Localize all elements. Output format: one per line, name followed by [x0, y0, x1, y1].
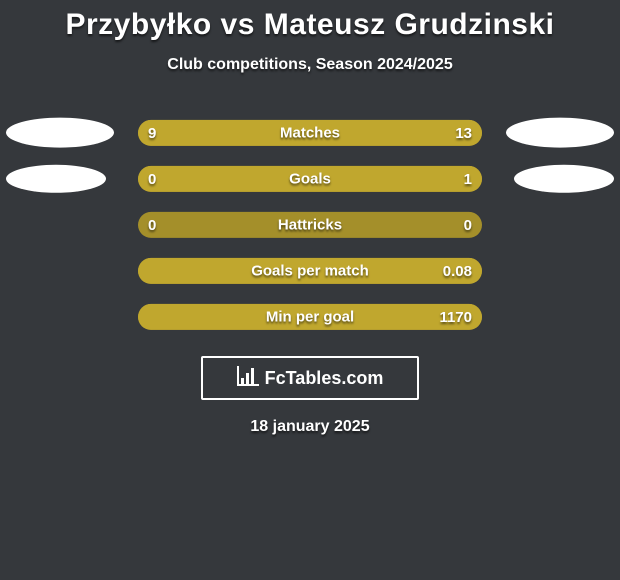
page-subtitle: Club competitions, Season 2024/2025	[0, 56, 620, 74]
stat-label: Hattricks	[138, 216, 482, 233]
stat-value-left: 9	[148, 125, 156, 142]
stat-value-right: 13	[455, 125, 472, 142]
stat-bar-right-fill	[138, 304, 482, 330]
comparison-infographic: Przybyłko vs Mateusz Grudzinski Club com…	[0, 0, 620, 580]
stat-bar-right-fill	[279, 120, 482, 146]
stat-bar: Hattricks	[138, 212, 482, 238]
stat-value-left: 0	[148, 217, 156, 234]
stat-row: Matches9 13	[0, 112, 620, 158]
stat-bar: Min per goal	[138, 304, 482, 330]
stat-value-right: 0.08	[443, 263, 472, 280]
stat-bar-left-fill	[138, 120, 279, 146]
stat-bar: Matches	[138, 120, 482, 146]
stat-bar-right-fill	[138, 258, 482, 284]
stat-bar-right-fill	[138, 166, 482, 192]
date-label: 18 january 2025	[0, 418, 620, 436]
stat-row: Hattricks0 0	[0, 204, 620, 250]
team-marker-left	[6, 118, 114, 148]
bar-chart-icon	[237, 366, 259, 391]
branding-text: FcTables.com	[265, 368, 384, 389]
stat-rows: Matches913Goals01Hattricks00Goals per ma…	[0, 112, 620, 342]
stat-value-right: 1170	[439, 309, 472, 326]
team-marker-right	[506, 118, 614, 148]
stat-bar: Goals	[138, 166, 482, 192]
stat-value-right: 0	[464, 217, 472, 234]
stat-value-right: 1	[464, 171, 472, 188]
stat-value-left: 0	[148, 171, 156, 188]
stat-row: Goals per match0.08	[0, 250, 620, 296]
team-marker-right	[514, 165, 614, 193]
stat-row: Min per goal1170	[0, 296, 620, 342]
stat-bar: Goals per match	[138, 258, 482, 284]
team-marker-left	[6, 165, 106, 193]
branding-box: FcTables.com	[201, 356, 419, 400]
stat-row: Goals0 1	[0, 158, 620, 204]
page-title: Przybyłko vs Mateusz Grudzinski	[0, 0, 620, 42]
